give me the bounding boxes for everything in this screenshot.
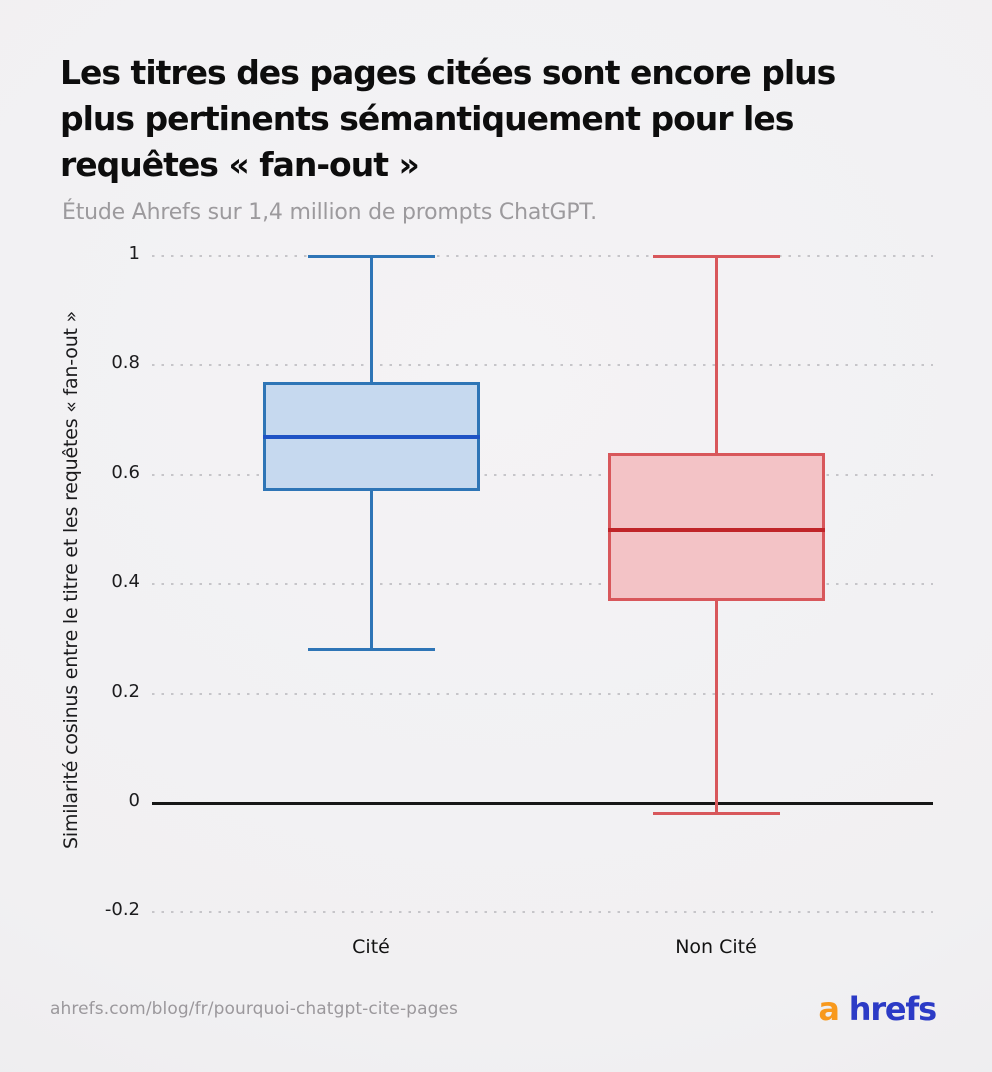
median-line-cit- [262, 434, 480, 439]
gridline [152, 911, 933, 914]
whisker-lower-cit- [369, 491, 373, 650]
ahrefs-logo-a: a [818, 990, 840, 1028]
ahrefs-logo: a hrefs [818, 990, 937, 1028]
box-non-cit- [607, 452, 825, 601]
whisker-upper-non-cit- [714, 256, 718, 453]
whisker-lower-non-cit- [714, 600, 718, 814]
y-tick-label: 0.6 [111, 461, 140, 483]
x-axis-labels: Cité Non Cité [0, 936, 992, 966]
gridline [152, 583, 933, 586]
chart-subtitle: Étude Ahrefs sur 1,4 million de prompts … [62, 200, 597, 225]
y-axis-ticks: 1 0.8 0.6 0.4 0.2 0 -0.2 [0, 243, 140, 936]
category-label-cit-: Cité [352, 936, 390, 958]
y-tick-label: 0 [128, 790, 140, 811]
whisker-cap-min-non-cit- [652, 812, 780, 816]
y-tick-label: -0.2 [104, 899, 140, 921]
footer: ahrefs.com/blog/fr/pourquoi-chatgpt-cite… [50, 984, 937, 1034]
chart-title-line: plus pertinents sémantiquement pour les [60, 99, 794, 138]
plot-area [152, 254, 933, 920]
x-axis-zero-line [152, 801, 933, 805]
y-tick-label: 1 [128, 243, 140, 264]
whisker-cap-min-cit- [307, 648, 435, 652]
gridline [152, 255, 933, 257]
category-label-non-cit-: Non Cité [675, 936, 757, 958]
gridline [152, 473, 933, 476]
whisker-upper-cit- [369, 256, 373, 382]
whisker-cap-max-cit- [307, 254, 435, 258]
median-line-non-cit- [607, 527, 825, 532]
source-url: ahrefs.com/blog/fr/pourquoi-chatgpt-cite… [50, 999, 458, 1019]
whisker-cap-max-non-cit- [652, 254, 780, 258]
y-tick-label: 0.2 [111, 680, 140, 702]
chart-title-line: requêtes « fan-out » [60, 145, 420, 184]
gridline [152, 364, 933, 367]
chart-title: Les titres des pages citées sont encore … [60, 50, 836, 188]
chart-title-line: Les titres des pages citées sont encore … [60, 53, 836, 92]
y-tick-label: 0.8 [111, 352, 140, 374]
y-tick-label: 0.4 [111, 571, 140, 593]
ahrefs-logo-hrefs: hrefs [848, 990, 937, 1028]
gridline [152, 692, 933, 695]
